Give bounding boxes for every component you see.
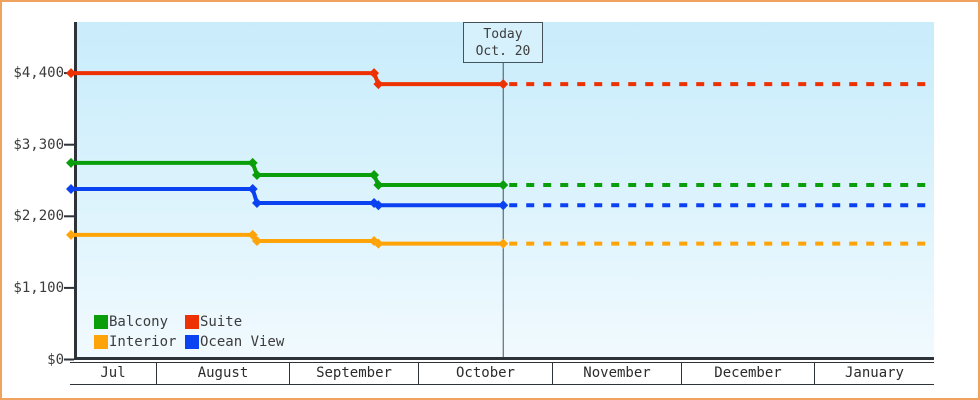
data-point-marker	[373, 79, 384, 90]
legend-item-suite: Suite	[185, 315, 284, 329]
data-point-marker	[66, 68, 76, 79]
data-point-marker	[369, 68, 380, 79]
month-cell-october: October	[418, 363, 552, 384]
data-point-marker	[66, 157, 76, 168]
y-axis-tick	[64, 358, 74, 361]
x-axis-line	[74, 357, 934, 360]
data-point-marker	[498, 79, 509, 90]
month-cell-jul: Jul	[100, 365, 126, 381]
month-cell-november: November	[552, 363, 681, 384]
data-point-marker	[498, 200, 509, 211]
legend-label: Suite	[200, 314, 243, 330]
data-point-marker	[66, 183, 76, 194]
data-point-marker	[66, 229, 76, 240]
data-point-marker	[498, 180, 509, 191]
chart-legend: Balcony Suite Interior Ocean View	[94, 315, 284, 349]
today-label: Today	[483, 27, 523, 42]
legend-item-ocean-view: Ocean View	[185, 335, 284, 349]
series-line-ocean-view	[71, 186, 504, 208]
today-date: Oct. 20	[475, 44, 531, 59]
y-axis-label: $1,100	[13, 279, 64, 296]
month-cell-january: January	[814, 363, 934, 384]
y-axis-label: $0	[47, 351, 64, 368]
legend-item-balcony: Balcony	[94, 315, 185, 329]
data-point-marker	[247, 157, 258, 168]
y-axis-label: $2,200	[13, 208, 64, 225]
y-axis-line	[74, 22, 77, 360]
y-axis-tick	[64, 286, 74, 289]
today-annotation-box: Today Oct. 20	[463, 22, 543, 63]
legend-item-interior: Interior	[94, 335, 185, 349]
data-point-marker	[373, 200, 384, 211]
x-axis-month-band: Jul August September October November Decembe…	[70, 362, 934, 385]
legend-swatch-icon	[185, 335, 199, 349]
data-point-marker	[498, 238, 509, 249]
y-axis-label: $3,300	[13, 136, 64, 153]
data-point-marker	[369, 169, 380, 180]
legend-label: Ocean View	[200, 334, 285, 350]
legend-swatch-icon	[94, 315, 108, 329]
data-point-marker	[251, 169, 262, 180]
y-axis-label: $4,400	[13, 65, 64, 82]
series-line-interior	[71, 232, 504, 246]
legend-label: Balcony	[109, 314, 169, 330]
data-point-marker	[251, 236, 262, 247]
legend-swatch-icon	[185, 315, 199, 329]
data-point-marker	[251, 197, 262, 208]
data-point-marker	[247, 229, 258, 240]
legend-swatch-icon	[94, 335, 108, 349]
month-cell-december: December	[681, 363, 814, 384]
y-axis-tick	[64, 215, 74, 218]
data-point-marker	[373, 180, 384, 191]
data-point-marker	[373, 238, 384, 249]
data-point-marker	[247, 183, 258, 194]
month-cell-august: August	[156, 363, 289, 384]
y-axis-tick	[64, 143, 74, 146]
legend-label: Interior	[109, 334, 177, 350]
series-line-balcony	[71, 160, 504, 188]
series-line-suite	[71, 71, 504, 87]
month-cell-september: September	[289, 363, 418, 384]
